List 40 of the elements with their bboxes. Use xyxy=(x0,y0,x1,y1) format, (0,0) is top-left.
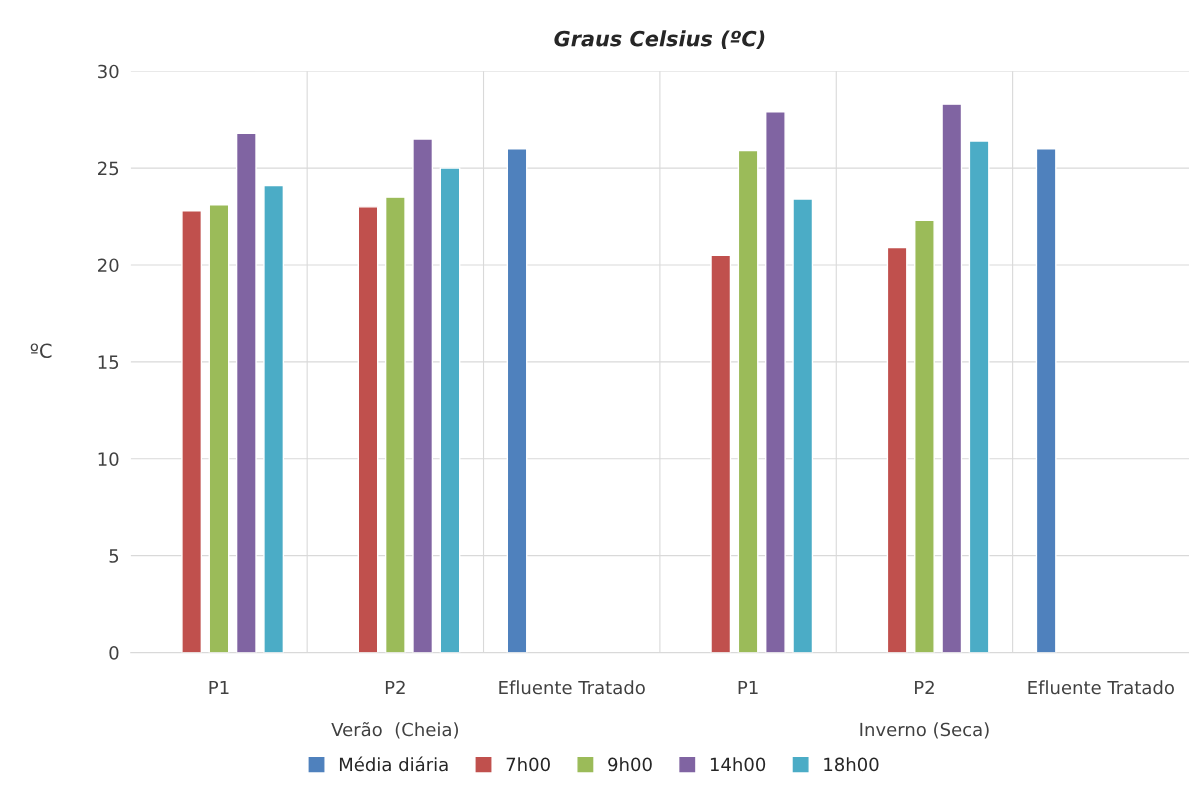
bar xyxy=(886,246,908,653)
bar xyxy=(792,198,814,653)
legend-label: 9h00 xyxy=(608,757,652,772)
bar xyxy=(914,219,935,653)
bar xyxy=(357,206,379,653)
chart-title: Graus Celsius (ºC) xyxy=(554,30,765,49)
bar xyxy=(384,196,406,653)
bar xyxy=(765,111,786,653)
x-tick-label: P2 xyxy=(385,680,405,695)
bar xyxy=(235,132,257,653)
y-tick-label: 30 xyxy=(98,64,119,79)
text: Inverno (Seca) xyxy=(860,722,989,739)
y-tick-label: 25 xyxy=(98,161,119,176)
y-axis-title: ºC xyxy=(30,343,52,359)
legend-label: 7h00 xyxy=(506,757,550,772)
bar xyxy=(506,148,528,653)
x-tick-label: Efluente Tratado xyxy=(499,680,645,695)
y-tick-label: 15 xyxy=(98,355,119,369)
bar xyxy=(941,103,963,653)
y-tick-label: 5 xyxy=(109,549,119,563)
bar xyxy=(439,167,461,653)
x-tick-label: P1 xyxy=(738,680,758,695)
bar xyxy=(737,149,759,653)
y-tick-label: 10 xyxy=(98,452,119,466)
x-tick-label: Efluente Tratado xyxy=(1028,680,1174,695)
bar xyxy=(208,204,230,653)
legend-label: Média diária xyxy=(339,756,448,772)
bar xyxy=(968,140,990,653)
x-tick-label: P2 xyxy=(915,680,934,695)
bar xyxy=(412,138,434,653)
bar xyxy=(710,254,732,653)
y-tick-label: 20 xyxy=(98,258,119,273)
bar xyxy=(1035,148,1057,653)
legend-label: 18h00 xyxy=(824,757,879,772)
bar xyxy=(263,184,285,653)
x-tick-label: P1 xyxy=(209,680,229,695)
text: Verão (Cheia) xyxy=(331,722,458,739)
bar xyxy=(181,210,203,653)
y-tick-label: 0 xyxy=(109,646,119,660)
legend-label: 14h00 xyxy=(710,757,766,772)
